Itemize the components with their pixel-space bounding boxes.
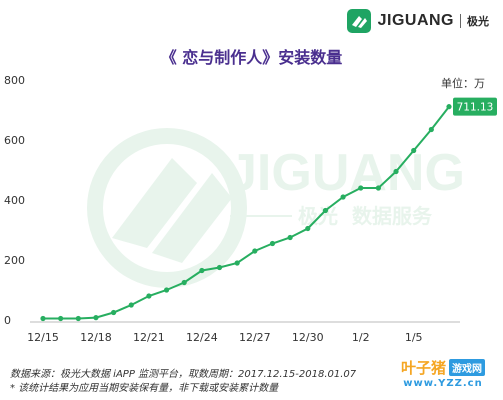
data-point [428, 126, 434, 133]
axes: 0 200 400 600 800 12/15 12/18 12/21 12/24 12/27 12… [4, 74, 460, 344]
watermark-name: JIGUANG [228, 144, 465, 202]
data-point [375, 185, 381, 191]
series-layer: 711.13 [40, 97, 497, 322]
data-point [287, 234, 293, 241]
data-point [58, 315, 64, 322]
data-point [393, 168, 399, 175]
y-tick-label: 200 [4, 254, 25, 267]
x-tick-label: 1/5 [405, 331, 423, 344]
y-tick-label: 400 [4, 194, 25, 207]
footnote-note: * 该统计结果为应用当期安装保有量，非下载或安装累计数量 [10, 383, 279, 394]
data-label-box [453, 97, 497, 116]
data-point [446, 104, 452, 110]
data-point [93, 315, 99, 321]
data-point [199, 267, 205, 274]
site-name: 叶子猪 [400, 359, 446, 377]
data-point [163, 287, 170, 293]
x-tick-label: 12/18 [80, 331, 112, 344]
data-point [75, 315, 81, 322]
data-point [146, 293, 152, 299]
y-tick-label: 0 [4, 314, 11, 327]
site-tag: 游戏网 [449, 359, 485, 376]
site-badge: 叶子猪 游戏网 www.YZZ.cn [401, 357, 485, 389]
brand-divider [460, 14, 461, 28]
data-point [252, 248, 258, 254]
data-point [234, 260, 240, 266]
data-point [181, 279, 187, 286]
unit-label: 单位：万 [441, 77, 485, 90]
x-tick-label: 12/21 [133, 331, 165, 344]
data-point [322, 207, 329, 214]
brand-name: JIGUANG [377, 12, 454, 29]
data-point [411, 147, 417, 154]
watermark-cn2: 数据服务 [352, 204, 433, 228]
data-point [358, 185, 364, 191]
data-label-text: 711.13 [457, 102, 494, 114]
data-point [128, 302, 134, 308]
x-tick-label: 1/2 [352, 331, 370, 344]
data-point [111, 309, 117, 316]
site-url: www.YZZ.cn [403, 378, 483, 389]
watermark-cn1: 极光 [298, 204, 338, 228]
footnote-source: 数据来源：极光大数据 iAPP 监测平台，取数周期：2017.12.15-201… [10, 369, 357, 380]
data-point [216, 264, 223, 271]
data-point [340, 194, 346, 200]
data-label: 711.13 [453, 97, 497, 116]
data-point [40, 315, 46, 322]
chart-title: 《 恋与制作人》安装数量 [160, 48, 343, 67]
brand-cn-name: 极光 [467, 15, 489, 28]
data-point [305, 225, 311, 232]
x-tick-label: 12/30 [292, 331, 324, 344]
x-tick-label: 12/24 [186, 331, 218, 344]
series-line [43, 106, 450, 320]
jiguang-watermark: JIGUANG 极光 数据服务 [87, 128, 465, 288]
brand-header: JIGUANG 极光 [346, 8, 489, 34]
data-point [269, 240, 276, 247]
x-tick-label: 12/15 [27, 331, 59, 344]
jiguang-logo-icon [346, 9, 371, 33]
y-tick-label: 800 [4, 74, 25, 87]
y-tick-label: 600 [4, 134, 25, 147]
x-tick-label: 12/27 [239, 331, 271, 344]
watermark-logo-icon [87, 128, 247, 288]
